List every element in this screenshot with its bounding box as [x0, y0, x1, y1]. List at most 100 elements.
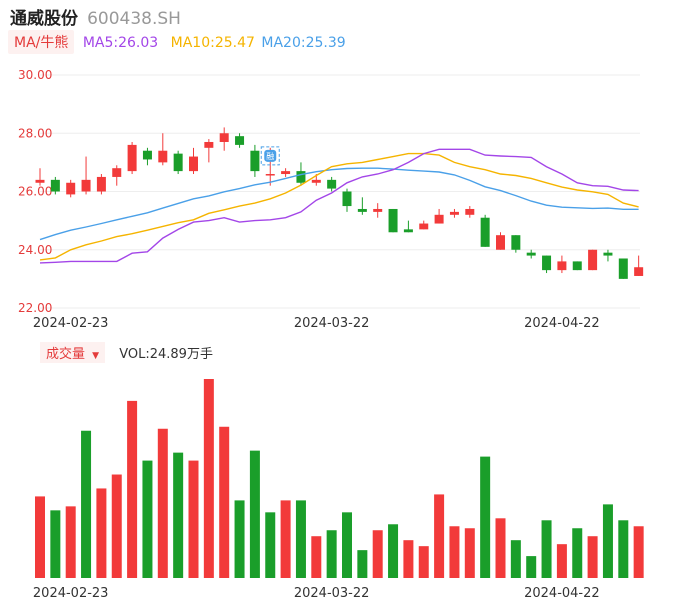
- candle-body: [465, 208, 475, 215]
- candle-body: [112, 168, 122, 177]
- volume-bar: [142, 460, 153, 578]
- caret-down-icon: ▼: [92, 351, 100, 361]
- volume-bar: [311, 536, 322, 578]
- volume-bar: [449, 526, 460, 578]
- volume-bar: [633, 526, 644, 578]
- volume-bar: [234, 500, 245, 578]
- volume-bar: [480, 456, 491, 578]
- stock-code: 600438.SH: [87, 9, 181, 29]
- price-date-label: 2024-02-23: [33, 316, 109, 331]
- price-date-label: 2024-03-22: [294, 316, 370, 331]
- volume-bar: [96, 488, 107, 578]
- candle-body: [250, 150, 260, 172]
- candle-body: [173, 153, 183, 172]
- candle-body: [66, 182, 76, 195]
- volume-bar: [342, 512, 352, 578]
- volume-bar: [587, 536, 598, 578]
- candle-body: [35, 179, 45, 183]
- volume-bar: [357, 550, 368, 578]
- volume-bar: [65, 506, 76, 578]
- price-tick-label: 22.00: [18, 301, 52, 315]
- volume-bar: [510, 540, 521, 578]
- candle-body: [419, 223, 429, 230]
- candle-body: [50, 179, 60, 192]
- candle-body: [618, 258, 628, 279]
- candle-body: [142, 150, 152, 160]
- candle-body: [204, 141, 214, 148]
- ma5-line: [39, 148, 639, 264]
- price-date-label: 2024-04-22: [524, 316, 600, 331]
- volume-bar: [173, 452, 184, 578]
- volume-bar: [50, 510, 61, 578]
- ma10-line: [39, 152, 639, 261]
- volume-date-label: 2024-04-22: [524, 586, 600, 601]
- volume-value-label: VOL:24.89万手: [119, 347, 213, 362]
- volume-bar: [326, 530, 337, 578]
- candle-body: [603, 252, 613, 256]
- volume-bar: [219, 426, 230, 578]
- volume-bar: [203, 379, 214, 578]
- ma20-label: MA20:25.39: [261, 35, 346, 51]
- candle-body: [96, 176, 106, 192]
- volume-bar: [265, 512, 276, 578]
- marker-badge: [264, 149, 277, 162]
- candle-body: [634, 267, 644, 276]
- volume-bar: [418, 546, 429, 578]
- volume-bar: [388, 524, 399, 578]
- candle-body: [480, 217, 490, 247]
- volume-bar: [618, 520, 629, 578]
- margin-marker: 融: [260, 146, 280, 166]
- candle-body: [311, 179, 321, 183]
- stock-name: 通威股份: [10, 9, 78, 29]
- volume-bar: [81, 430, 92, 578]
- volume-bar: [541, 520, 552, 578]
- volume-bar: [111, 474, 122, 578]
- volume-bar: [188, 460, 199, 578]
- ma10-label: MA10:25.47: [170, 35, 255, 51]
- candle-body: [526, 252, 536, 256]
- volume-bar: [602, 504, 613, 578]
- candle-body: [572, 261, 582, 271]
- candle-body: [127, 144, 137, 172]
- ma20-line: [39, 167, 639, 241]
- volume-legend: 成交量 ▼ VOL:24.89万手: [40, 342, 213, 363]
- candle-body: [542, 255, 552, 271]
- candle-body: [81, 179, 91, 192]
- volume-bar: [464, 528, 475, 578]
- volume-bar: [526, 556, 537, 578]
- candle-body: [496, 235, 505, 250]
- ma-legend: MA/牛熊 MA5:26.03 MA10:25.47 MA20:25.39: [8, 30, 346, 54]
- volume-bar: [35, 496, 45, 578]
- candle-body: [557, 261, 567, 271]
- volume-bar: [556, 544, 567, 578]
- stock-header: 通威股份 600438.SH: [10, 4, 181, 29]
- candle-body: [327, 179, 337, 189]
- ma5-label: MA5:26.03: [82, 35, 159, 51]
- volume-date-label: 2024-02-23: [33, 586, 109, 601]
- price-tick-label: 26.00: [18, 185, 52, 199]
- price-tick-label: 28.00: [18, 126, 52, 140]
- volume-bar: [434, 494, 445, 578]
- volume-bar: [372, 530, 383, 578]
- volume-indicator-dropdown[interactable]: 成交量 ▼: [40, 342, 106, 363]
- marker-label: 融: [266, 151, 274, 161]
- volume-bar: [403, 540, 414, 578]
- candle-body: [189, 156, 198, 172]
- volume-bar: [572, 528, 583, 578]
- candle-body: [511, 235, 521, 250]
- candle-body: [357, 208, 367, 212]
- candle-body: [403, 229, 413, 233]
- candle-body: [434, 214, 444, 224]
- volume-bar: [295, 500, 306, 578]
- ma-toggle-button[interactable]: MA/牛熊: [8, 30, 75, 54]
- volume-bar: [249, 450, 260, 578]
- candle-body: [265, 174, 275, 176]
- price-tick-label: 30.00: [18, 68, 52, 82]
- candle-body: [588, 249, 598, 271]
- candle-body: [449, 211, 459, 215]
- volume-bar: [127, 400, 138, 578]
- candle-body: [388, 208, 398, 233]
- volume-bar: [495, 518, 506, 578]
- candle-body: [158, 150, 168, 163]
